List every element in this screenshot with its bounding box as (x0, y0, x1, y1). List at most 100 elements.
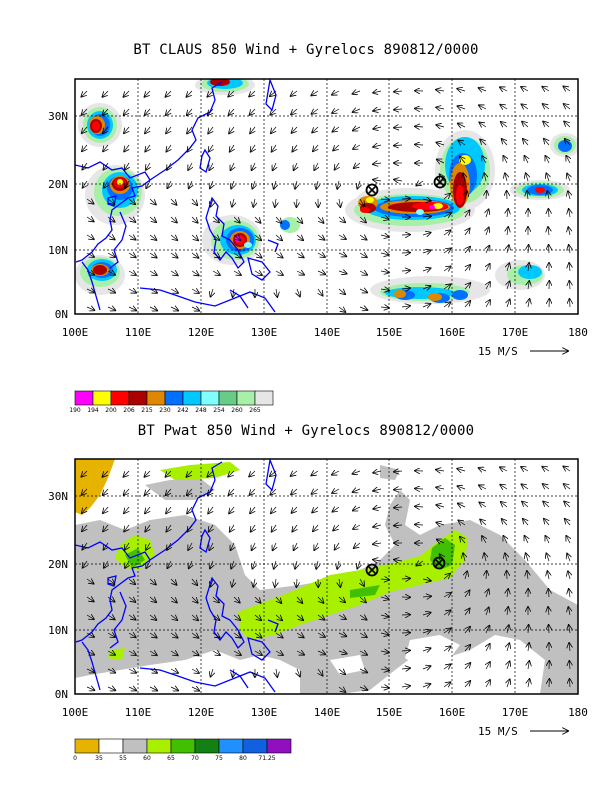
wind-vector (170, 216, 177, 223)
wind-vector (564, 104, 571, 109)
wind-vector (124, 108, 130, 115)
wind-vector (567, 174, 570, 182)
wind-vector (191, 687, 199, 691)
wind-vector (125, 162, 129, 170)
wind-vector (568, 227, 570, 236)
wind-vector (507, 607, 508, 616)
wind-vector (542, 467, 550, 471)
wind-vector (335, 542, 339, 550)
p2-vector-ref-label: 15 M/S (478, 725, 518, 738)
wind-vector (254, 651, 262, 655)
wind-vector (436, 125, 445, 127)
panel-2-frame (74, 458, 579, 695)
wind-vector (86, 651, 94, 655)
colorbar-label: 194 (87, 407, 99, 414)
wind-vector (507, 643, 509, 652)
wind-vector (270, 488, 277, 495)
wind-vector (465, 627, 470, 634)
wind-vector (458, 124, 466, 128)
wind-vector (149, 615, 156, 620)
wind-vector (422, 596, 431, 597)
wind-vector (82, 506, 87, 513)
wind-vector (333, 524, 340, 531)
wind-vector (333, 144, 340, 151)
wind-vector (149, 198, 156, 205)
wind-vector (569, 209, 570, 218)
wind-vector (359, 596, 366, 602)
wind-vector (145, 90, 151, 97)
wind-vector (359, 651, 367, 655)
wind-vector (124, 90, 130, 97)
colorbar-label: 254 (213, 407, 225, 414)
p1-xtick-150E: 150E (376, 326, 403, 339)
colorbar-swatch (170, 738, 196, 754)
wind-vector (373, 91, 382, 93)
wind-vector (521, 467, 529, 471)
wind-vector (339, 578, 340, 587)
wind-vector (422, 579, 431, 581)
wind-vector (360, 198, 364, 206)
wind-vector (124, 126, 129, 133)
wind-vector (457, 89, 466, 91)
wind-vector (146, 180, 150, 188)
wind-vector (338, 669, 345, 674)
wind-vector (188, 542, 192, 550)
wind-vector (273, 162, 276, 170)
wind-vector (233, 216, 240, 223)
wind-vector (380, 633, 389, 635)
wind-vector (380, 289, 389, 290)
wind-vector (270, 471, 277, 476)
p1-gyre-marker-1 (365, 183, 379, 197)
wind-vector (82, 108, 88, 115)
wind-vector (275, 578, 276, 587)
wind-vector (297, 288, 300, 296)
wind-vector (146, 542, 150, 550)
wind-vector (394, 525, 403, 526)
wind-vector (332, 471, 340, 475)
wind-vector (275, 234, 282, 240)
colorbar-label: 215 (141, 407, 153, 414)
wind-vector (563, 87, 571, 92)
colorbar-label: 70 (191, 755, 199, 762)
p1-xtick-180: 180 (568, 326, 588, 339)
wind-vector (276, 668, 277, 677)
wind-vector (465, 571, 467, 580)
wind-vector (291, 91, 298, 96)
p2-gyre-marker-2 (432, 556, 446, 570)
wind-vector (380, 579, 389, 580)
wind-vector (394, 489, 403, 490)
wind-vector (543, 484, 550, 489)
wind-vector (187, 488, 192, 495)
wind-vector (311, 471, 319, 475)
wind-vector (569, 643, 570, 652)
wind-vector (527, 191, 528, 200)
wind-vector (209, 144, 213, 152)
wind-vector (191, 234, 198, 240)
p2-xtick-150E: 150E (376, 706, 403, 719)
wind-vector (250, 506, 255, 513)
wind-vector (233, 668, 234, 677)
wind-vector (359, 253, 367, 257)
wind-vector (251, 144, 255, 152)
wind-vector (254, 235, 261, 240)
wind-vector (359, 687, 367, 690)
wind-vector (103, 126, 108, 133)
wind-vector (484, 173, 486, 182)
wind-vector (415, 489, 424, 490)
wind-vector (415, 506, 424, 507)
wind-vector (380, 651, 389, 653)
wind-vector (543, 104, 550, 109)
wind-vector (566, 536, 570, 544)
wind-vector (507, 661, 510, 670)
wind-vector (546, 553, 549, 562)
wind-vector (482, 536, 486, 544)
wind-vector (443, 302, 450, 307)
wind-vector (107, 235, 115, 239)
wind-vector (166, 506, 171, 513)
wind-vector (353, 525, 361, 529)
p2-xtick-110E: 110E (125, 706, 152, 719)
wind-vector (82, 488, 88, 495)
wind-vector (107, 217, 115, 222)
wind-vector (458, 521, 466, 526)
wind-vector (415, 145, 424, 146)
